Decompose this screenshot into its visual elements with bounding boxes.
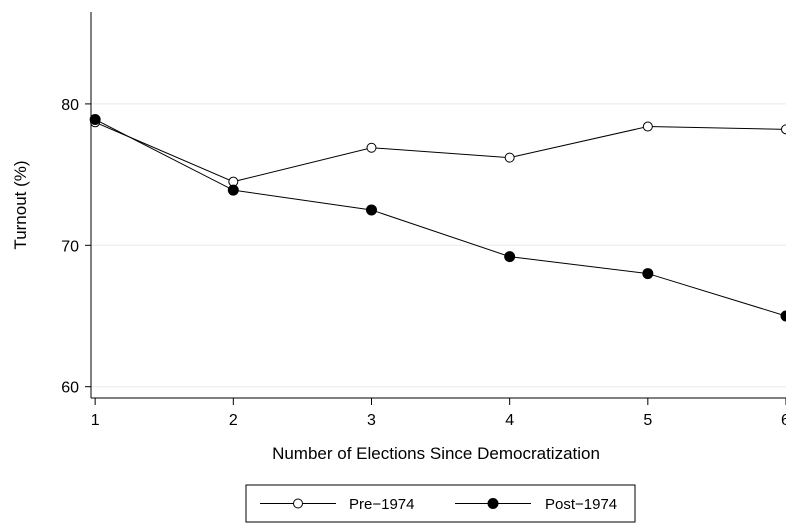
series-1-point: [781, 311, 786, 321]
legend-label-post-1974: Post−1974: [545, 496, 617, 513]
x-tick-label: 4: [505, 412, 514, 429]
grid-layer: [91, 104, 786, 387]
x-tick-label: 6: [781, 412, 786, 429]
x-tick-label: 2: [229, 412, 238, 429]
x-tick-label: 1: [91, 412, 100, 429]
series-line-1: [95, 119, 786, 316]
x-tick-label: 3: [367, 412, 376, 429]
series-1-point: [643, 269, 653, 279]
y-axis-title: Turnout (%): [11, 160, 30, 249]
y-tick-label: 70: [61, 238, 79, 255]
x-tick-label: 5: [643, 412, 652, 429]
legend-marker-pre-1974: [294, 499, 303, 508]
legend: Pre−1974 Post−1974: [246, 485, 635, 522]
series-1-point: [366, 205, 376, 215]
series-layer: [90, 114, 786, 321]
series-1-point: [505, 252, 515, 262]
series-1-point: [228, 185, 238, 195]
series-1-point: [90, 114, 100, 124]
legend-label-pre-1974: Pre−1974: [349, 496, 414, 513]
y-tick-label: 80: [61, 97, 79, 114]
series-0-point: [505, 153, 514, 162]
x-axis-title: Number of Elections Since Democratizatio…: [272, 444, 600, 463]
y-tick-label: 60: [61, 380, 79, 397]
axes-layer: 60 70 80 1 2 3 4 5 6: [61, 12, 786, 429]
series-0-point: [643, 122, 652, 131]
series-0-point: [782, 125, 786, 134]
series-0-point: [367, 143, 376, 152]
legend-marker-post-1974: [488, 499, 498, 509]
